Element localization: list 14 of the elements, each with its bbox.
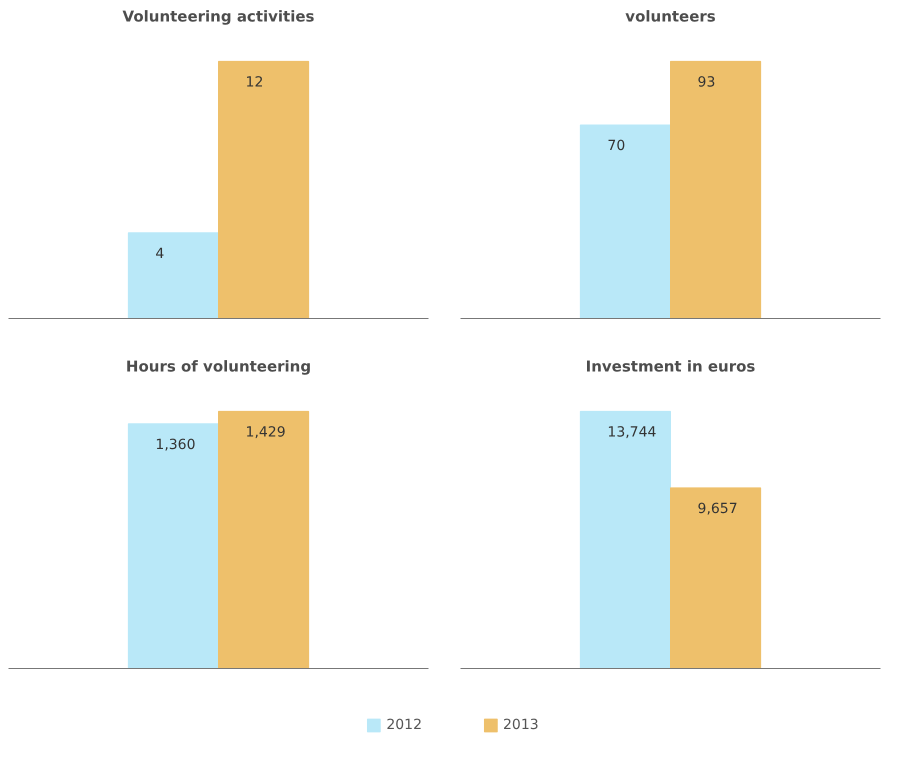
- data-label: 9,657: [698, 500, 738, 517]
- data-label: 12: [246, 74, 264, 90]
- data-label: 70: [607, 138, 626, 154]
- chart-title: volunteers: [625, 8, 716, 26]
- data-label: 1,360: [155, 436, 196, 453]
- legend-label: 2012: [386, 717, 422, 733]
- data-label: 1,429: [246, 424, 286, 440]
- chart-title: Volunteering activities: [122, 8, 315, 26]
- data-label: 13,744: [607, 424, 656, 440]
- legend-label: 2013: [503, 717, 539, 733]
- data-label: 93: [698, 74, 716, 90]
- chart-title: Hours of volunteering: [126, 358, 312, 376]
- data-label: 4: [155, 246, 164, 262]
- chart-title: Investment in euros: [586, 358, 756, 376]
